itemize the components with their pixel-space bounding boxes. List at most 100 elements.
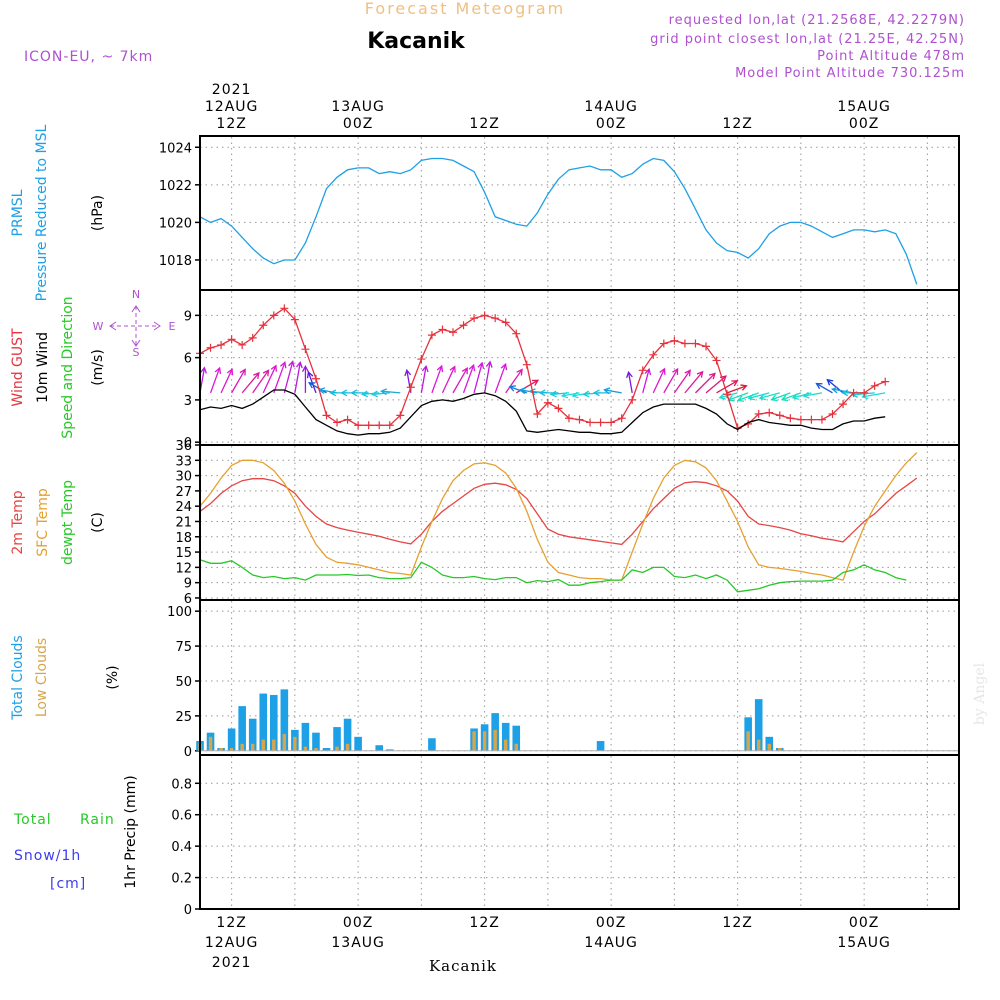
wind-arrow-head xyxy=(780,394,789,402)
axis-label-low-clouds: Low Clouds xyxy=(34,638,50,717)
low-cloud-bar xyxy=(778,748,782,751)
gust-marker xyxy=(449,328,457,337)
wind-arrow-head xyxy=(718,393,726,400)
compass-n: N xyxy=(132,288,140,301)
panel-unit: 1hr Precip (mm) xyxy=(123,775,139,888)
gust-marker xyxy=(680,339,689,348)
wind-arrow-head xyxy=(603,387,611,395)
time-tick-label: 12AUG xyxy=(205,99,259,115)
wind-arrow xyxy=(273,362,286,394)
legend-total: Total xyxy=(13,812,52,828)
gust-marker xyxy=(406,383,415,392)
y-tick-label: 0.8 xyxy=(171,777,192,792)
low-cloud-bar xyxy=(335,746,339,751)
model-point-altitude: Model Point Altitude 730.125m xyxy=(735,66,965,81)
gust-marker xyxy=(512,329,521,338)
time-tick-label: 12Z xyxy=(722,116,752,132)
gust-marker xyxy=(438,325,447,334)
wind-arrow xyxy=(728,392,749,401)
time-tick-label: 00Z xyxy=(343,116,373,132)
gust-marker xyxy=(301,345,310,354)
total-cloud-bar xyxy=(248,718,257,751)
wind-arrow-head xyxy=(747,393,755,401)
wind-arrow xyxy=(241,372,260,394)
y-tick-label: 9 xyxy=(184,309,192,324)
wind-arrow-head xyxy=(696,370,704,378)
wind-arrow-head xyxy=(436,364,444,373)
wind-arrow-head xyxy=(350,389,358,397)
wind-arrow xyxy=(852,392,875,396)
station-name: Kacanik xyxy=(367,29,466,54)
legend-snow: Snow/1h xyxy=(14,848,81,864)
wind-arrow-head xyxy=(516,368,523,376)
low-cloud-bar xyxy=(314,748,318,751)
gust-marker xyxy=(659,339,668,348)
gust-marker xyxy=(649,350,658,359)
wind-arrow xyxy=(759,392,780,399)
panel-pressure: 1018 1020 1022 1024 PRMSL Pressure Reduced to… xyxy=(10,124,960,301)
panel-precip: 0 0.2 0.4 0.6 0.8 Total Rain Snow/1h [cm] 1hr Pre… xyxy=(13,754,960,918)
gust-marker xyxy=(702,342,710,351)
wind-arrow xyxy=(726,385,747,394)
wind-arrow-head xyxy=(226,368,234,376)
gust-marker xyxy=(280,304,289,313)
wind-arrow-head xyxy=(815,382,823,390)
gust-marker xyxy=(238,340,247,349)
wind-arrow-head xyxy=(731,380,739,387)
gust-marker xyxy=(828,410,837,418)
wind-arrow-head xyxy=(708,372,716,380)
wind-arrow-head xyxy=(306,370,314,379)
y-tick-label: 15 xyxy=(175,546,192,561)
panel-unit: (%) xyxy=(105,665,121,689)
wind-arrow-head xyxy=(270,364,277,372)
wind-arrow-head xyxy=(288,360,295,368)
gust-marker xyxy=(628,395,637,404)
wind-arrow xyxy=(452,367,468,394)
wind-arrow-head xyxy=(831,386,839,394)
wind-arrow xyxy=(381,390,401,394)
gust-marker xyxy=(723,390,732,399)
wind-arrow-head xyxy=(262,369,270,377)
wind-arrow-head xyxy=(684,369,691,377)
gust-marker xyxy=(775,411,784,420)
gust-marker xyxy=(817,415,826,424)
wind-arrow xyxy=(362,392,380,395)
low-cloud-bar xyxy=(493,729,497,751)
wind-arrow-head xyxy=(200,366,207,374)
series-line-dewpt-temp xyxy=(199,559,907,593)
wind-arrow-head xyxy=(802,391,810,399)
wind-arrow xyxy=(737,392,759,401)
wind-arrow xyxy=(473,362,483,394)
time-tick-label: 12Z xyxy=(469,116,499,132)
gust-marker xyxy=(807,415,816,424)
gust-marker xyxy=(427,331,436,340)
time-tick-label: 00Z xyxy=(596,915,626,931)
wind-arrow xyxy=(431,365,443,394)
panel-frame xyxy=(199,599,960,756)
gust-marker xyxy=(786,414,795,423)
time-tick-label: 2021 xyxy=(212,82,252,98)
panel-frame xyxy=(199,754,960,910)
wind-arrow-head xyxy=(531,379,540,386)
compass-arrows xyxy=(109,305,161,347)
time-tick-label: 2021 xyxy=(212,955,252,971)
gust-marker xyxy=(638,366,647,375)
panel-clouds: 0 25 50 75 100 Total Clouds Low Clouds (%) xyxy=(10,599,960,760)
wind-arrow xyxy=(684,371,704,394)
wind-arrow-head xyxy=(461,367,468,375)
y-tick-label: 27 xyxy=(175,485,192,500)
time-tick-label: 12Z xyxy=(469,915,499,931)
wind-arrow xyxy=(862,392,886,398)
compass-e: E xyxy=(169,320,176,333)
wind-arrow-head xyxy=(770,394,778,402)
y-tick-label: 0.4 xyxy=(171,840,192,855)
wind-arrow-head xyxy=(380,388,388,396)
wind-arrow xyxy=(719,392,738,399)
low-cloud-bar xyxy=(757,739,761,751)
low-cloud-bar xyxy=(504,739,508,751)
total-cloud-bar xyxy=(354,736,362,751)
model-label: ICON-EU, ~ 7km xyxy=(24,49,153,65)
wind-arrow-head xyxy=(672,367,679,376)
time-tick-label: 15AUG xyxy=(837,935,891,951)
